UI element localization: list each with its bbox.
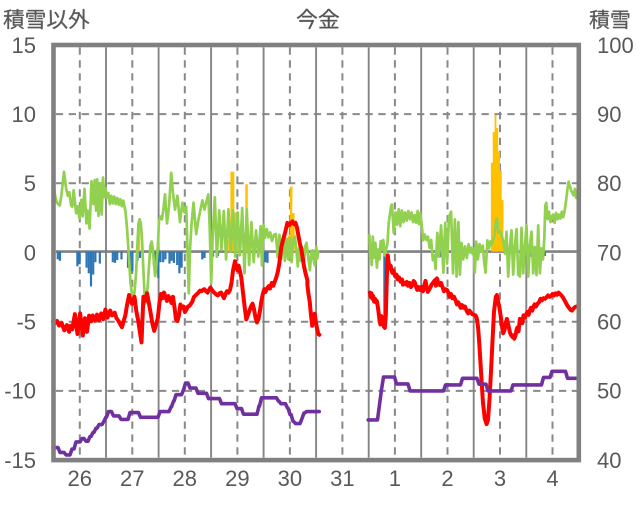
svg-text:80: 80 [597, 171, 621, 196]
svg-text:28: 28 [173, 466, 197, 491]
svg-text:-5: -5 [16, 310, 36, 335]
svg-text:4: 4 [546, 466, 558, 491]
svg-text:15: 15 [12, 33, 36, 58]
svg-text:70: 70 [597, 240, 621, 265]
svg-text:1: 1 [389, 466, 401, 491]
svg-text:30: 30 [278, 466, 302, 491]
svg-text:50: 50 [597, 379, 621, 404]
svg-text:0: 0 [24, 240, 36, 265]
svg-text:27: 27 [120, 466, 144, 491]
svg-text:3: 3 [494, 466, 506, 491]
svg-text:31: 31 [330, 466, 354, 491]
svg-text:40: 40 [597, 448, 621, 473]
svg-text:5: 5 [24, 171, 36, 196]
svg-text:-15: -15 [4, 448, 36, 473]
svg-text:10: 10 [12, 102, 36, 127]
svg-text:26: 26 [68, 466, 92, 491]
svg-text:100: 100 [597, 33, 634, 58]
svg-text:90: 90 [597, 102, 621, 127]
svg-text:29: 29 [225, 466, 249, 491]
svg-text:2: 2 [441, 466, 453, 491]
svg-text:60: 60 [597, 310, 621, 335]
svg-text:-10: -10 [4, 379, 36, 404]
